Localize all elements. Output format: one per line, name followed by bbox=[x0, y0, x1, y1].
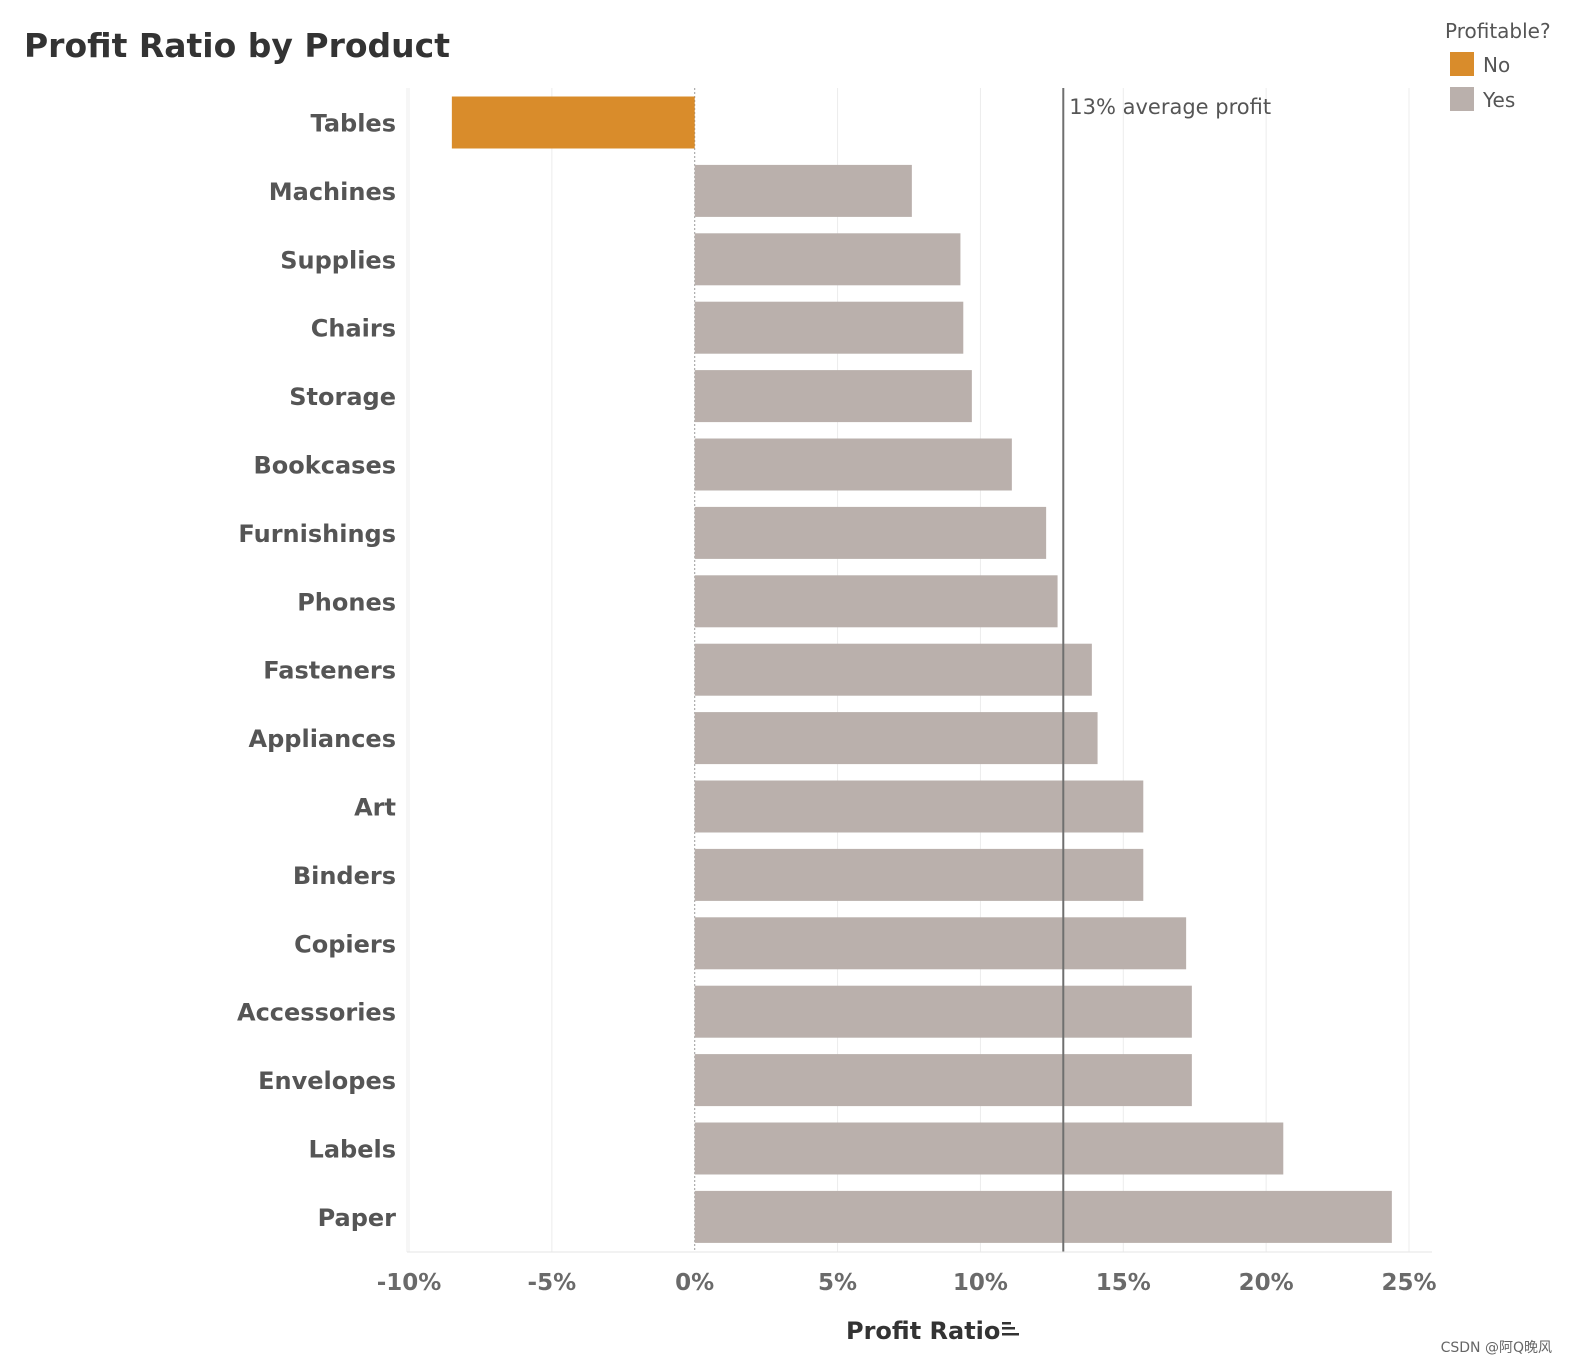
category-label-phones: Phones bbox=[297, 588, 396, 616]
sort-icon-bar bbox=[1002, 1327, 1015, 1330]
category-label-fasteners: Fasteners bbox=[263, 657, 396, 685]
bar-bookcases[interactable] bbox=[694, 438, 1012, 491]
bar-furnishings[interactable] bbox=[694, 506, 1047, 559]
category-labels: Tables Machines Supplies Chairs Storage Bookc… bbox=[237, 110, 396, 1232]
watermark-text: CSDN @阿Q晚风 bbox=[1441, 1340, 1552, 1356]
bars bbox=[451, 96, 1392, 1243]
x-tick-label-5: 15% bbox=[1096, 1270, 1151, 1296]
bar-fasteners[interactable] bbox=[694, 643, 1092, 696]
category-label-machines: Machines bbox=[269, 178, 396, 206]
legend: Profitable? No Yes bbox=[1445, 19, 1551, 112]
x-tick-label-4: 10% bbox=[953, 1270, 1008, 1296]
category-label-appliances: Appliances bbox=[249, 725, 396, 753]
bar-envelopes[interactable] bbox=[694, 1054, 1192, 1107]
x-axis-tick-labels: -10% -5% 0% 5% 10% 15% 20% 25% bbox=[377, 1270, 1437, 1296]
sort-icon-bar bbox=[1002, 1322, 1011, 1325]
x-axis-title-group[interactable]: Profit Ratio bbox=[846, 1317, 1019, 1345]
x-tick-label-6: 20% bbox=[1239, 1270, 1294, 1296]
x-tick-label-0: -10% bbox=[377, 1270, 442, 1296]
x-tick-label-3: 5% bbox=[818, 1270, 857, 1296]
x-tick-label-7: 25% bbox=[1381, 1270, 1436, 1296]
legend-swatch-yes bbox=[1450, 87, 1474, 111]
bar-storage[interactable] bbox=[694, 370, 972, 423]
bar-copiers[interactable] bbox=[694, 917, 1187, 970]
x-tick-label-2: 0% bbox=[675, 1270, 714, 1296]
bar-supplies[interactable] bbox=[694, 233, 961, 286]
sort-icon-bar bbox=[1002, 1333, 1019, 1336]
category-label-chairs: Chairs bbox=[311, 315, 396, 343]
category-label-envelopes: Envelopes bbox=[258, 1067, 396, 1095]
category-label-binders: Binders bbox=[293, 862, 396, 890]
legend-title: Profitable? bbox=[1445, 19, 1551, 43]
chart-title: Profit Ratio by Product bbox=[24, 26, 450, 65]
x-tick-label-1: -5% bbox=[528, 1270, 577, 1296]
category-label-tables: Tables bbox=[311, 110, 396, 138]
bar-labels[interactable] bbox=[694, 1122, 1284, 1175]
bar-machines[interactable] bbox=[694, 164, 912, 217]
bar-phones[interactable] bbox=[694, 575, 1058, 628]
category-label-bookcases: Bookcases bbox=[254, 452, 397, 480]
category-label-storage: Storage bbox=[289, 383, 396, 411]
bar-tables[interactable] bbox=[451, 96, 695, 149]
bar-binders[interactable] bbox=[694, 848, 1144, 901]
bar-accessories[interactable] bbox=[694, 985, 1192, 1038]
category-label-accessories: Accessories bbox=[237, 999, 396, 1027]
bar-chairs[interactable] bbox=[694, 301, 964, 354]
category-label-labels: Labels bbox=[309, 1136, 396, 1164]
category-label-art: Art bbox=[354, 794, 396, 822]
reference-line-label: 13% average profit bbox=[1069, 95, 1271, 119]
category-label-paper: Paper bbox=[318, 1204, 397, 1232]
bar-appliances[interactable] bbox=[694, 712, 1098, 765]
sort-descending-icon[interactable] bbox=[1002, 1322, 1019, 1336]
category-label-furnishings: Furnishings bbox=[238, 520, 396, 548]
legend-label-no: No bbox=[1483, 53, 1510, 77]
legend-swatch-no bbox=[1450, 52, 1474, 76]
legend-label-yes: Yes bbox=[1482, 88, 1515, 112]
category-label-copiers: Copiers bbox=[294, 930, 396, 958]
bar-art[interactable] bbox=[694, 780, 1144, 833]
x-axis-title: Profit Ratio bbox=[846, 1317, 1000, 1345]
category-label-supplies: Supplies bbox=[280, 246, 396, 274]
bar-paper[interactable] bbox=[694, 1190, 1392, 1243]
legend-items: No Yes bbox=[1450, 52, 1515, 112]
